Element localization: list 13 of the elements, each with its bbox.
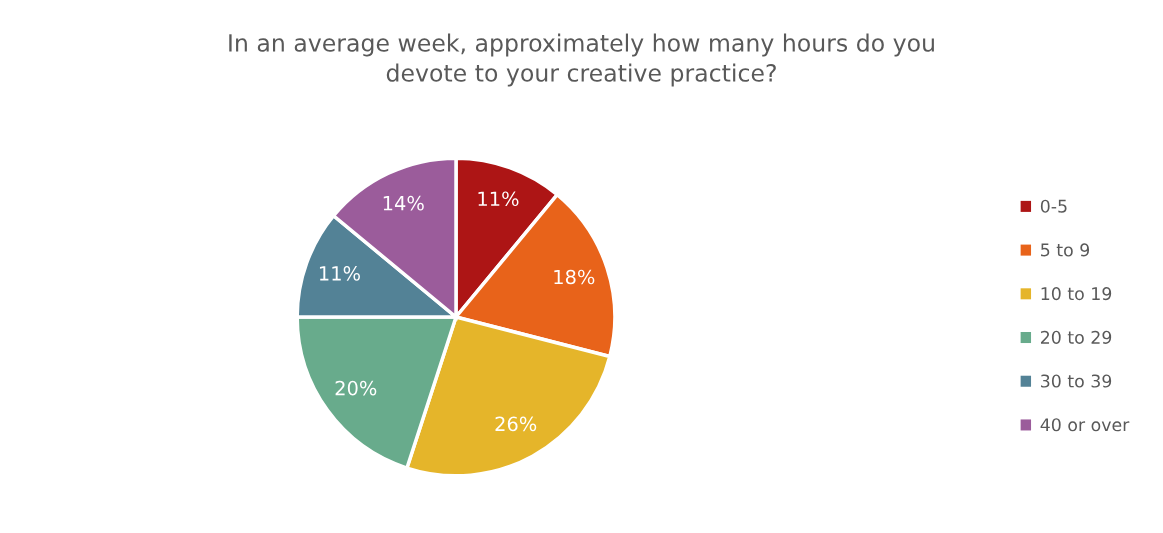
- legend-label: 10 to 19: [1041, 287, 1112, 301]
- data-label: 18%: [554, 269, 595, 285]
- legend-label: 0-5: [1040, 199, 1067, 213]
- data-label: 11%: [478, 191, 519, 207]
- data-label: 11%: [319, 265, 360, 281]
- chart-title: In an average week, approximately how many hours do you devote to your creative practice?: [229, 33, 934, 87]
- data-label: 26%: [495, 416, 537, 432]
- legend-label: 20 to 29: [1040, 330, 1112, 344]
- data-label: 14%: [383, 195, 424, 211]
- legend-label: 30 to 39: [1041, 374, 1112, 388]
- data-label: 20%: [335, 380, 377, 396]
- legend-label: 40 or over: [1040, 418, 1130, 432]
- legend-label: 5 to 9: [1041, 243, 1090, 257]
